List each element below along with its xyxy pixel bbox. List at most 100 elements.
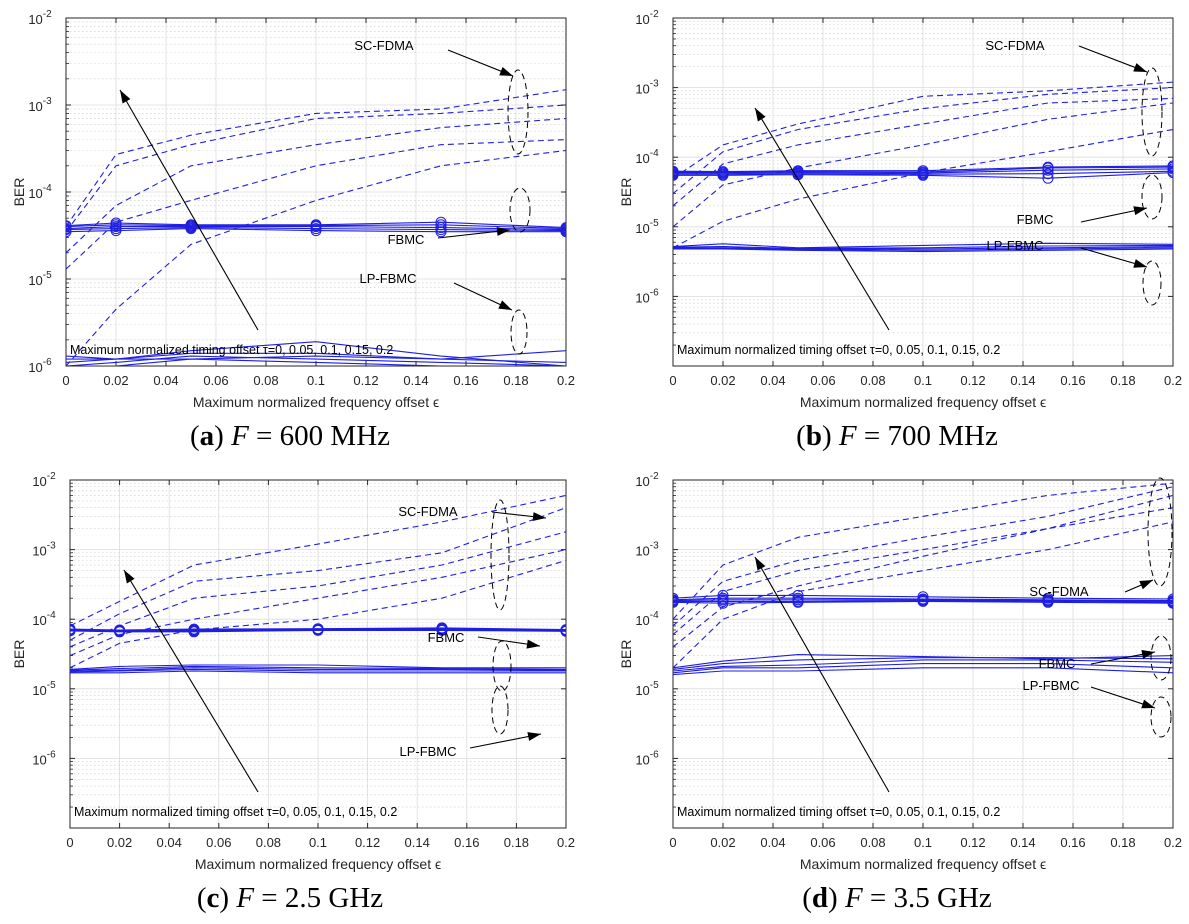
series-line [673, 242, 1173, 249]
x-tick-label: 0 [669, 373, 676, 388]
timing-offset-arrow-line [119, 89, 259, 331]
data-point-marker [717, 166, 729, 178]
group-ellipse [510, 309, 528, 355]
series-line [66, 228, 566, 233]
y-tick-label: 10-2 [28, 9, 52, 27]
x-tick-label: 0.16 [1060, 373, 1085, 388]
group-label: FBMC [428, 630, 465, 645]
y-tick-label: 10-4 [635, 148, 659, 166]
group-arrow-head [532, 512, 546, 522]
x-tick-label: 0.08 [860, 835, 885, 850]
data-point-marker [310, 219, 322, 231]
group-arrow-head [1133, 259, 1147, 268]
x-tick-label: 0 [66, 835, 73, 850]
x-tick-label: 0.04 [153, 373, 178, 388]
group-arrow-head [1141, 699, 1155, 709]
series-line [673, 248, 1173, 253]
timing-offset-arrow-head [124, 570, 135, 584]
caption-value: 600 MHz [279, 420, 391, 452]
caption-variable: F [236, 882, 255, 914]
series-group-fbmc [70, 622, 566, 638]
panel-c: 0 0.02 0.04 0.06 0.08 0.1 0.12 0.14 0.16 0.18 0.2 1… [0, 462, 580, 924]
series-group-sc-fdma [673, 81, 1173, 249]
x-tick-label: 0.16 [1060, 835, 1085, 850]
series-line [673, 521, 1173, 669]
caption-variable: F [844, 882, 863, 914]
grid [69, 479, 567, 828]
y-tick-label: 10-3 [635, 79, 659, 97]
series-line [673, 247, 1173, 251]
series-line [673, 102, 1173, 228]
y-tick-base: 10 [28, 360, 42, 375]
x-tick-label: 0.02 [107, 835, 132, 850]
y-tick-base: 10 [32, 474, 46, 489]
series-group-lp-fbmc [673, 654, 1173, 676]
group-ellipse [1141, 67, 1163, 157]
y-tick-label: 10-3 [32, 541, 56, 559]
x-tick-label: 0.1 [914, 835, 932, 850]
group-label: FBMC [388, 232, 425, 247]
y-tick-exponent: -2 [650, 9, 659, 20]
caption-b: (b) F = 700 MHz [796, 420, 998, 452]
series-line [70, 494, 566, 627]
caption-label: a [199, 420, 215, 452]
plot-area [673, 482, 1173, 676]
group-arrow-head [1133, 63, 1147, 72]
caption-variable: F [838, 420, 857, 452]
group-arrow-head [498, 300, 512, 310]
group-label: FBMC [1017, 212, 1054, 227]
group-label: SC-FDMA [985, 38, 1045, 53]
timing-offset-arrow-head [120, 90, 131, 104]
y-tick-exponent: -5 [650, 680, 659, 691]
series-line [70, 667, 566, 672]
series-line [673, 667, 1173, 676]
x-tick-label: 0.02 [710, 373, 735, 388]
data-point-marker [66, 220, 72, 232]
data-point-marker [673, 592, 679, 604]
group-label: LP-FBMC [359, 271, 416, 286]
group-ellipse [491, 685, 509, 735]
x-tick-label: 0 [669, 835, 676, 850]
y-tick-label: 10-3 [635, 541, 659, 559]
y-tick-base: 10 [635, 752, 649, 767]
y-axis-label: BER [618, 178, 634, 207]
y-tick-exponent: -2 [47, 471, 56, 482]
caption-label: c [206, 882, 220, 914]
series-line [66, 341, 566, 366]
y-tick-base: 10 [32, 544, 46, 559]
series-line [70, 627, 566, 631]
series-line [673, 165, 1173, 173]
series-line [66, 221, 566, 229]
group-label: LP-FBMC [986, 238, 1043, 253]
y-tick-base: 10 [635, 683, 649, 698]
y-tick-label: 10-2 [32, 471, 56, 489]
y-tick-label: 10-5 [635, 680, 659, 698]
series-line [673, 168, 1173, 174]
group-arrow-head [1139, 580, 1153, 590]
series-line [673, 482, 1173, 620]
series-line [673, 166, 1173, 173]
x-axis-label: Maximum normalized frequency offset ϵ [195, 856, 441, 872]
y-tick-exponent: -3 [47, 541, 56, 552]
group-arrow-head [499, 66, 513, 76]
series-group-lp-fbmc [70, 664, 566, 674]
x-tick-label: 0.02 [710, 835, 735, 850]
y-tick-label: 10-4 [635, 610, 659, 628]
x-tick-label: 0.18 [1110, 373, 1135, 388]
x-tick-label: 0.04 [760, 835, 785, 850]
series-line [70, 664, 566, 670]
group-ellipse [492, 640, 512, 692]
y-tick-label: 10-6 [28, 357, 52, 375]
x-tick-label: 0.18 [1110, 835, 1135, 850]
caption-variable: F [231, 420, 249, 452]
series-group-fbmc [66, 216, 566, 238]
data-point-marker [717, 592, 729, 604]
panel-b: 0 0.02 0.04 0.06 0.08 0.1 0.12 0.14 0.16 0.18 0.2 1… [607, 0, 1187, 462]
y-tick-base: 10 [635, 544, 649, 559]
y-tick-exponent: -6 [650, 287, 659, 298]
series-line [673, 654, 1173, 669]
series-line [66, 224, 566, 230]
x-tick-label: 0.06 [206, 835, 231, 850]
series-line [673, 128, 1173, 249]
y-tick-label: 10-4 [28, 183, 52, 201]
